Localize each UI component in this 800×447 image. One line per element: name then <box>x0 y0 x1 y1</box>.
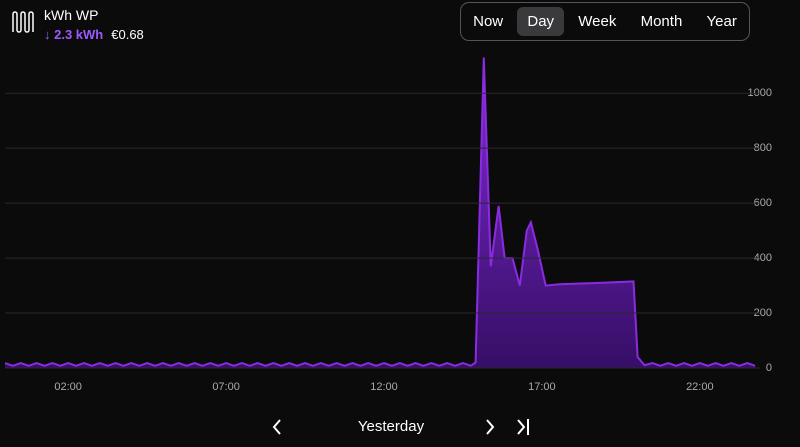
period-label: Yesterday <box>357 418 425 435</box>
x-tick-label: 22:00 <box>686 381 714 393</box>
y-tick-label: 200 <box>754 307 772 319</box>
tab[interactable]: Year <box>706 13 737 30</box>
y-tick-label: 0 <box>766 362 772 374</box>
last-button[interactable] <box>517 419 529 435</box>
tab[interactable]: Week <box>578 13 617 30</box>
cost: €0.68 <box>111 27 144 42</box>
y-tick-label: 400 <box>754 252 772 264</box>
area <box>5 57 756 368</box>
x-tick-label: 02:00 <box>54 381 82 393</box>
tab-bar: Now Day Week Month Year <box>460 2 750 41</box>
y-tick-label: 800 <box>754 142 772 154</box>
next-button[interactable] <box>486 419 495 435</box>
x-tick-label: 12:00 <box>370 381 398 393</box>
header: kWh WP ↓ 2.3 kWh €0.68 <box>44 7 144 42</box>
title: kWh WP <box>44 7 99 23</box>
x-tick-label: 07:00 <box>212 381 240 393</box>
tab[interactable]: Month <box>640 13 683 30</box>
tab[interactable]: Day <box>517 7 565 36</box>
y-tick-label: 600 <box>754 197 772 209</box>
x-tick-label: 17:00 <box>528 381 556 393</box>
prev-button[interactable] <box>272 419 281 435</box>
meter-icon <box>12 11 34 33</box>
line <box>4 57 756 367</box>
tab[interactable]: Now <box>473 13 504 30</box>
usage: ↓ 2.3 kWh <box>44 27 104 42</box>
